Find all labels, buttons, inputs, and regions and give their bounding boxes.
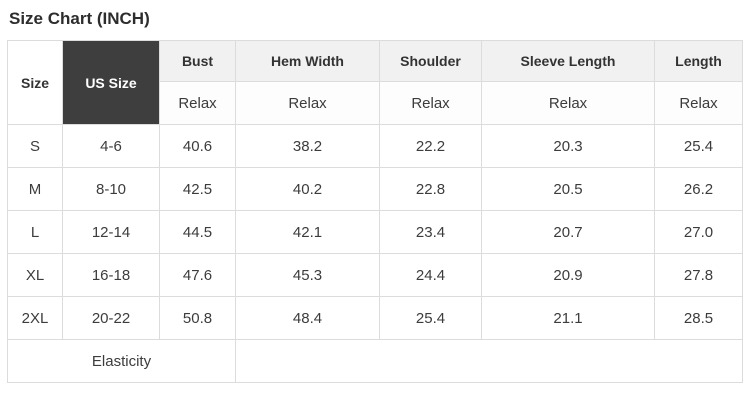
elasticity-cell: Elasticity bbox=[7, 339, 236, 383]
page-title: Size Chart (INCH) bbox=[9, 9, 150, 28]
column-header-hem-width: Hem Width bbox=[235, 40, 380, 82]
bust-value-cell: 50.8 bbox=[159, 296, 236, 340]
column-header-sleeve-length: Sleeve Length bbox=[481, 40, 655, 82]
size-cell: S bbox=[7, 124, 63, 168]
bust-value-cell: 47.6 bbox=[159, 253, 236, 297]
shoulder-value-cell: 23.4 bbox=[379, 210, 482, 254]
sleeve-length-value-cell: 20.5 bbox=[481, 167, 655, 211]
size-chart-header: Size US Size Bust Hem Width Shoulder Sle… bbox=[7, 40, 743, 125]
column-header-us-size: US Size bbox=[62, 40, 160, 125]
table-row-m: M 8-10 42.5 40.2 22.8 20.5 26.2 bbox=[7, 167, 743, 211]
table-row-s: S 4-6 40.6 38.2 22.2 20.3 25.4 bbox=[7, 124, 743, 168]
fit-row: Relax Relax Relax Relax Relax bbox=[8, 81, 743, 125]
size-chart-table: Size US Size Bust Hem Width Shoulder Sle… bbox=[7, 40, 743, 383]
sleeve-length-value-cell: 21.1 bbox=[481, 296, 655, 340]
column-header-bust: Bust bbox=[159, 40, 236, 82]
table-row-l: L 12-14 44.5 42.1 23.4 20.7 27.0 bbox=[7, 210, 743, 254]
us-size-cell: 12-14 bbox=[62, 210, 160, 254]
us-size-cell: 4-6 bbox=[62, 124, 160, 168]
shoulder-value-cell: 24.4 bbox=[379, 253, 482, 297]
table-row-2xl: 2XL 20-22 50.8 48.4 25.4 21.1 28.5 bbox=[7, 296, 743, 340]
bust-value-cell: 42.5 bbox=[159, 167, 236, 211]
hem-width-value-cell: 40.2 bbox=[235, 167, 380, 211]
size-chart-body: S 4-6 40.6 38.2 22.2 20.3 25.4 M 8-10 42… bbox=[7, 124, 743, 340]
size-chart-footer: Elasticity bbox=[7, 339, 743, 383]
elasticity-row: Elasticity bbox=[7, 339, 743, 383]
hem-width-value-cell: 38.2 bbox=[235, 124, 380, 168]
hem-width-value-cell: 42.1 bbox=[235, 210, 380, 254]
fit-cell-length: Relax bbox=[654, 81, 743, 125]
length-value-cell: 27.8 bbox=[654, 253, 743, 297]
length-value-cell: 27.0 bbox=[654, 210, 743, 254]
fit-cell-hem-width: Relax bbox=[235, 81, 380, 125]
measure-header-row: Size US Size Bust Hem Width Shoulder Sle… bbox=[7, 40, 743, 125]
column-header-size: Size bbox=[7, 40, 63, 125]
fit-cell-shoulder: Relax bbox=[379, 81, 482, 125]
table-row-xl: XL 16-18 47.6 45.3 24.4 20.9 27.8 bbox=[7, 253, 743, 297]
length-value-cell: 28.5 bbox=[654, 296, 743, 340]
size-cell: M bbox=[7, 167, 63, 211]
size-cell: XL bbox=[7, 253, 63, 297]
sleeve-length-value-cell: 20.7 bbox=[481, 210, 655, 254]
length-value-cell: 25.4 bbox=[654, 124, 743, 168]
shoulder-value-cell: 25.4 bbox=[379, 296, 482, 340]
size-cell: L bbox=[7, 210, 63, 254]
column-header-shoulder: Shoulder bbox=[379, 40, 482, 82]
bust-value-cell: 44.5 bbox=[159, 210, 236, 254]
column-header-length: Length bbox=[654, 40, 743, 82]
elasticity-empty-cell bbox=[235, 339, 743, 383]
shoulder-value-cell: 22.8 bbox=[379, 167, 482, 211]
hem-width-value-cell: 48.4 bbox=[235, 296, 380, 340]
sleeve-length-value-cell: 20.9 bbox=[481, 253, 655, 297]
us-size-cell: 8-10 bbox=[62, 167, 160, 211]
sleeve-length-value-cell: 20.3 bbox=[481, 124, 655, 168]
us-size-cell: 16-18 bbox=[62, 253, 160, 297]
us-size-cell: 20-22 bbox=[62, 296, 160, 340]
size-cell: 2XL bbox=[7, 296, 63, 340]
hem-width-value-cell: 45.3 bbox=[235, 253, 380, 297]
fit-cell-sleeve-length: Relax bbox=[481, 81, 655, 125]
fit-cell-bust: Relax bbox=[159, 81, 236, 125]
shoulder-value-cell: 22.2 bbox=[379, 124, 482, 168]
length-value-cell: 26.2 bbox=[654, 167, 743, 211]
bust-value-cell: 40.6 bbox=[159, 124, 236, 168]
